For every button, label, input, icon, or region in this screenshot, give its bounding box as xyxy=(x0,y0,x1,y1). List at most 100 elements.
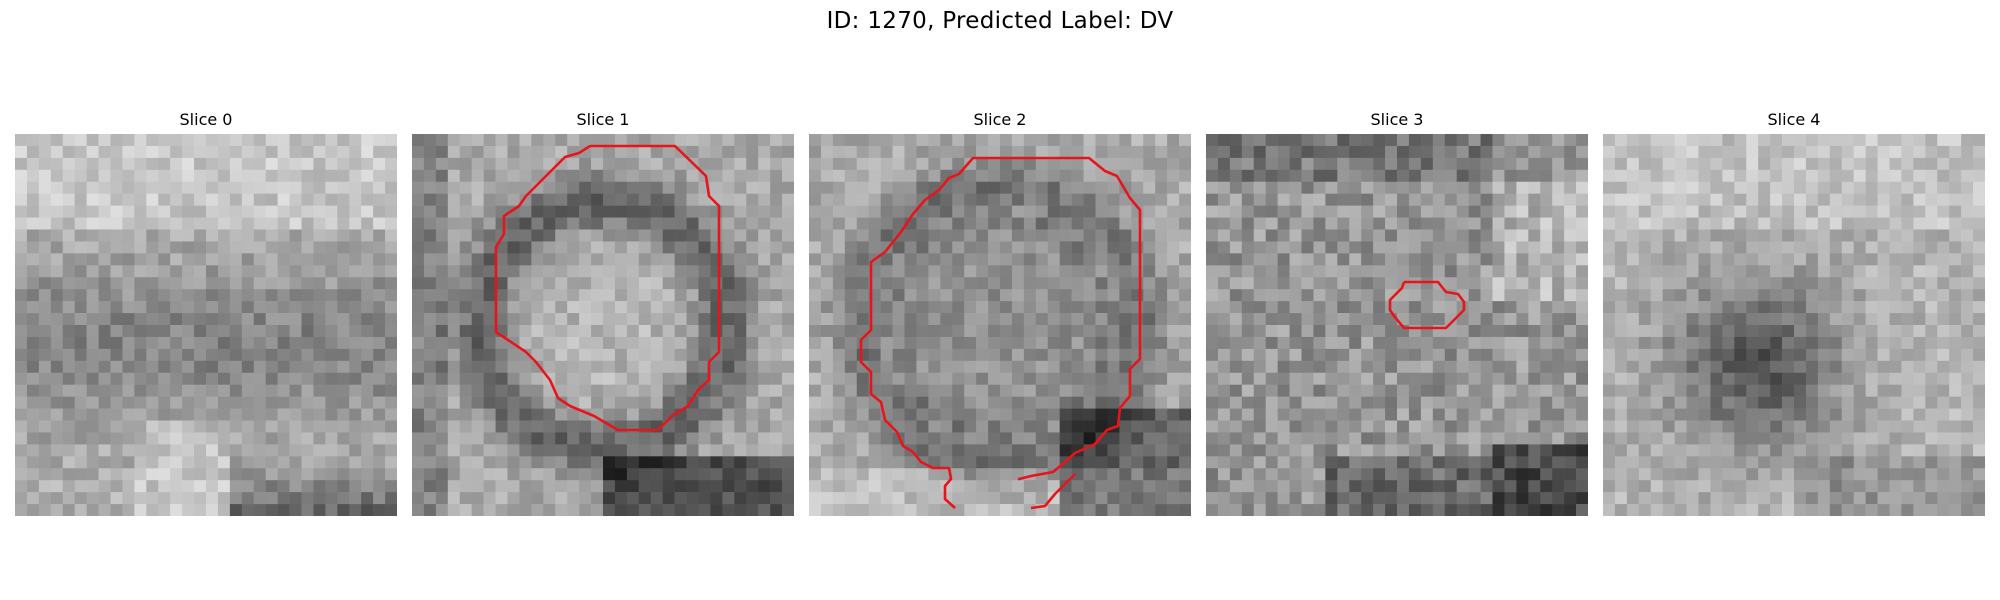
pixel xyxy=(158,229,171,242)
pixel xyxy=(1973,348,1985,362)
pixel xyxy=(832,468,846,481)
pixel xyxy=(1626,289,1640,302)
pixel xyxy=(856,193,869,206)
pixel xyxy=(206,169,219,183)
pixel xyxy=(770,492,783,505)
pixel xyxy=(1095,205,1108,218)
pixel xyxy=(1155,444,1168,457)
pixel xyxy=(832,456,846,469)
pixel xyxy=(1265,241,1278,254)
pixel xyxy=(1794,265,1807,278)
pixel xyxy=(1277,301,1290,314)
pixel xyxy=(1576,396,1588,409)
pixel xyxy=(423,384,437,397)
pixel xyxy=(277,169,290,183)
pixel xyxy=(253,456,266,469)
pixel xyxy=(1229,193,1243,206)
pixel xyxy=(1265,348,1278,362)
pixel xyxy=(543,396,556,409)
pixel xyxy=(313,492,326,505)
pixel xyxy=(674,313,687,326)
pixel xyxy=(868,444,881,457)
pixel xyxy=(1889,145,1902,159)
pixel xyxy=(988,157,1001,171)
pixel xyxy=(1229,480,1243,493)
pixel xyxy=(26,504,40,516)
pixel xyxy=(1626,348,1640,362)
pixel xyxy=(555,444,568,457)
pixel xyxy=(325,301,338,314)
pixel xyxy=(579,325,592,338)
pixel xyxy=(1540,336,1553,350)
pixel xyxy=(892,145,905,159)
pixel xyxy=(361,265,374,278)
pixel xyxy=(734,456,747,469)
pixel xyxy=(1710,134,1723,147)
pixel xyxy=(1023,157,1037,171)
pixel xyxy=(1337,408,1350,421)
pixel xyxy=(1011,408,1025,421)
pixel xyxy=(1865,277,1878,290)
pixel xyxy=(1155,301,1168,314)
pixel xyxy=(1095,169,1108,183)
pixel xyxy=(325,193,338,206)
pixel xyxy=(170,313,183,326)
pixel xyxy=(844,408,858,421)
pixel xyxy=(1143,432,1156,445)
pixel xyxy=(471,384,484,397)
pixel xyxy=(555,456,568,469)
pixel xyxy=(182,277,195,290)
pixel xyxy=(1674,360,1687,374)
pixel xyxy=(447,468,461,481)
pixel xyxy=(1937,301,1950,314)
pixel xyxy=(1206,492,1219,505)
pixel xyxy=(1229,420,1243,433)
pixel xyxy=(182,313,195,326)
pixel xyxy=(158,253,171,266)
pixel xyxy=(1313,408,1326,421)
pixel xyxy=(1782,181,1795,194)
pixel xyxy=(229,157,243,171)
pixel xyxy=(1023,134,1037,147)
pixel xyxy=(734,492,747,505)
pixel xyxy=(1614,384,1628,397)
pixel xyxy=(770,313,783,326)
pixel xyxy=(1107,145,1120,159)
pixel xyxy=(1277,432,1290,445)
pixel xyxy=(1746,229,1759,242)
pixel xyxy=(626,289,640,302)
pixel xyxy=(182,336,195,350)
pixel xyxy=(844,444,858,457)
pixel xyxy=(206,384,219,397)
pixel xyxy=(1035,360,1049,374)
pixel xyxy=(976,348,989,362)
pixel xyxy=(412,134,425,147)
pixel xyxy=(1047,348,1060,362)
pixel xyxy=(170,468,183,481)
pixel xyxy=(662,504,675,516)
pixel xyxy=(1420,289,1434,302)
pixel xyxy=(253,193,266,206)
pixel xyxy=(1746,420,1759,433)
pixel xyxy=(361,444,374,457)
pixel xyxy=(412,253,425,266)
pixel xyxy=(1253,432,1266,445)
pixel xyxy=(110,420,123,433)
pixel xyxy=(253,289,266,302)
pixel xyxy=(1289,205,1302,218)
pixel xyxy=(38,396,52,409)
pixel xyxy=(1722,205,1735,218)
pixel xyxy=(241,384,255,397)
pixel xyxy=(98,265,111,278)
pixel xyxy=(626,313,640,326)
pixel xyxy=(531,169,544,183)
pixel xyxy=(1047,372,1060,385)
pixel xyxy=(301,241,314,254)
pixel xyxy=(1217,313,1231,326)
pixel xyxy=(832,336,846,350)
pixel xyxy=(1241,360,1255,374)
pixel xyxy=(1722,325,1735,338)
pixel xyxy=(1937,277,1950,290)
pixel xyxy=(62,205,75,218)
pixel xyxy=(1698,145,1711,159)
